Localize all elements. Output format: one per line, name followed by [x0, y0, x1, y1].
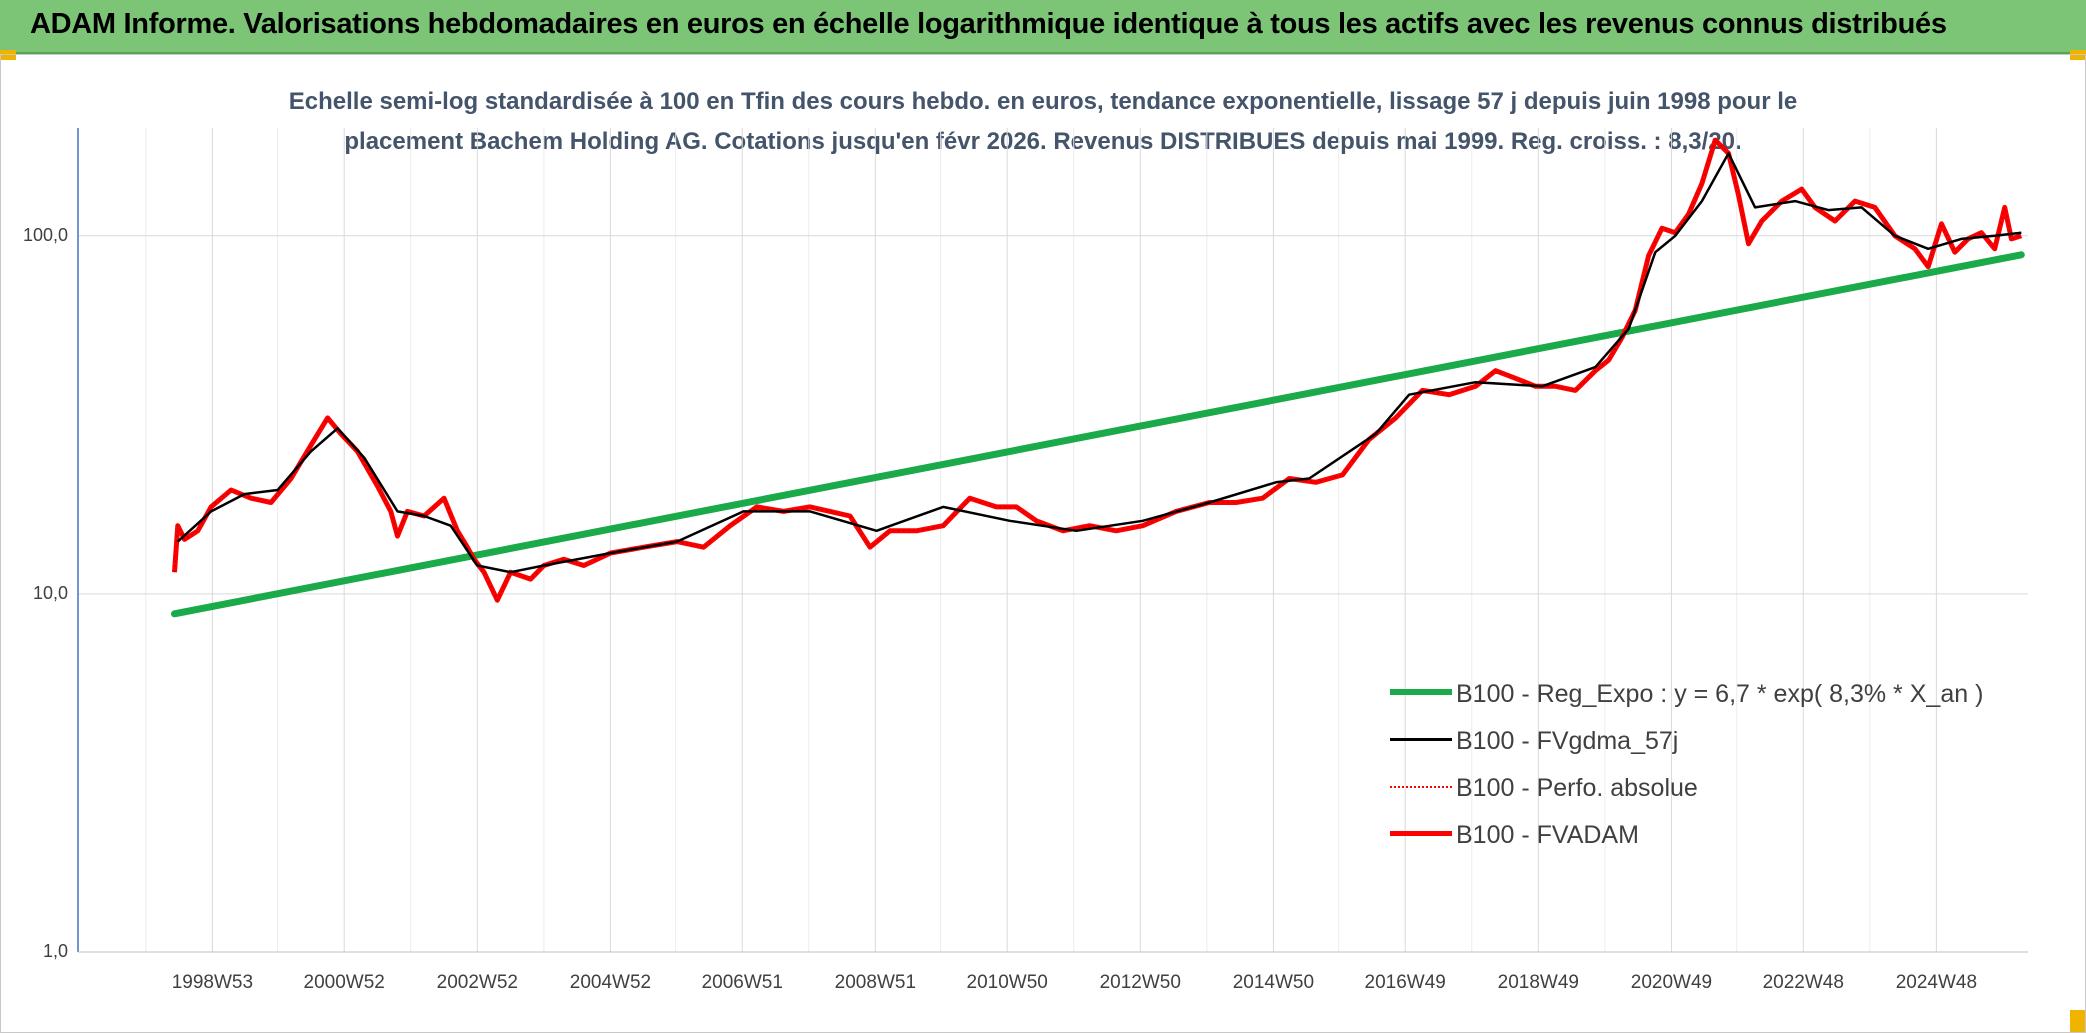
chart-subtitle-line-2: placement Bachem Holding AG. Cotations j…: [344, 128, 1742, 155]
y-tick-label: 1,0: [42, 941, 68, 961]
x-tick-label: 2012W50: [1099, 972, 1181, 993]
x-tick-label: 2010W50: [966, 972, 1048, 993]
x-tick-label: 2020W49: [1630, 972, 1713, 993]
report-title: ADAM Informe. Valorisations hebdomadaire…: [30, 8, 1947, 40]
series-smooth-line: [176, 152, 2022, 574]
legend-item-perf: B100 - Perfo. absolue: [1390, 774, 1990, 804]
series-regression-line: [171, 251, 2025, 618]
x-tick-label: 2008W51: [834, 972, 917, 993]
x-tick-label: 2006W51: [701, 972, 783, 993]
x-tick-label: 2024W48: [1895, 972, 1978, 993]
legend-swatch-perf: [1390, 786, 1452, 788]
legend-swatch-smooth: [1390, 738, 1452, 741]
x-tick-label: 2000W52: [303, 972, 385, 993]
series-perf-absolue-line: [174, 139, 2022, 602]
legend-label: B100 - Perfo. absolue: [1456, 774, 1698, 802]
x-tick-label: 2016W49: [1364, 972, 1446, 993]
legend-swatch-regression: [1390, 689, 1452, 695]
series-fvadam-line: [172, 137, 2023, 603]
report-banner: ADAM Informe. Valorisations hebdomadaire…: [0, 0, 2086, 54]
legend-item-regression: B100 - Reg_Expo : y = 6,7 * exp( 8,3% * …: [1390, 680, 1990, 710]
corner-marker-left: [0, 50, 16, 60]
x-tick-label: 2022W48: [1762, 972, 1844, 993]
x-tick-label: 2002W52: [436, 972, 518, 993]
x-tick-label: 1998W53: [171, 972, 254, 993]
chart-subtitle-line-1: Echelle semi-log standardisée à 100 en T…: [288, 88, 1798, 115]
legend-label: B100 - FVgdma_57j: [1456, 727, 1679, 755]
legend-label: B100 - Reg_Expo : y = 6,7 * exp( 8,3% * …: [1456, 680, 1984, 708]
x-tick-label: 2004W52: [569, 972, 652, 993]
y-tick-label: 10,0: [32, 582, 68, 603]
legend-swatch-fvadam: [1390, 831, 1452, 836]
legend-label: B100 - FVADAM: [1456, 821, 1639, 849]
y-tick-label: 100,0: [22, 224, 68, 245]
corner-marker-bottom: [2070, 1010, 2086, 1033]
x-tick-label: 2014W50: [1232, 972, 1315, 993]
x-tick-label: 2018W49: [1497, 972, 1579, 993]
legend-item-smooth: B100 - FVgdma_57j: [1390, 727, 1990, 757]
legend-item-fvadam: B100 - FVADAM: [1390, 821, 1990, 851]
corner-marker-right: [2070, 50, 2086, 60]
